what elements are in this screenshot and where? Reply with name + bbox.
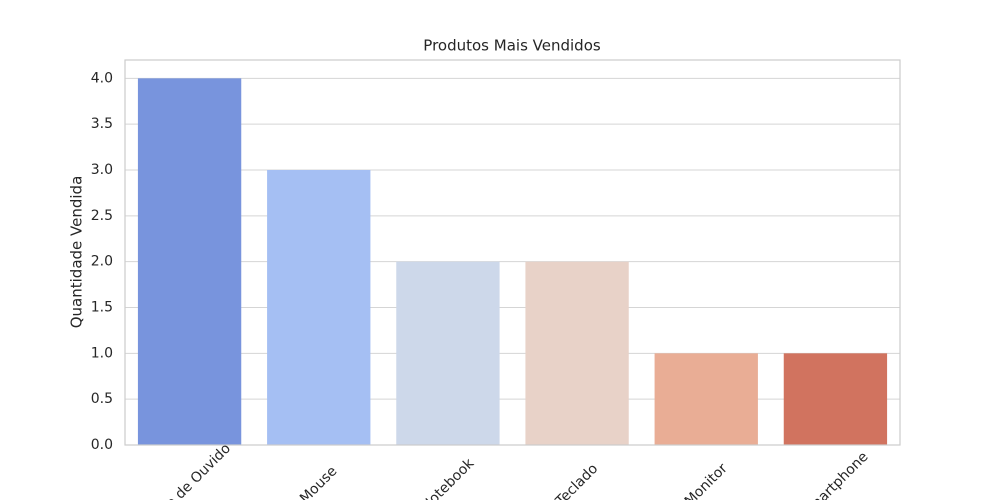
- bar: [396, 261, 500, 445]
- y-tick-label: 2.0: [91, 254, 113, 270]
- y-tick-label: 2.5: [91, 208, 113, 224]
- y-tick-label: 3.0: [91, 162, 113, 178]
- bar: [525, 261, 629, 445]
- bar: [783, 353, 888, 445]
- x-tick-label: Mouse: [297, 463, 340, 500]
- plot-frame: [124, 59, 901, 446]
- chart-title: Produtos Mais Vendidos: [423, 37, 601, 55]
- y-axis-label: Quantidade Vendida: [68, 176, 86, 329]
- y-tick-label: 0.0: [91, 437, 113, 453]
- bar: [137, 78, 242, 445]
- y-tick-label: 4.0: [91, 70, 113, 86]
- x-tick-label: Notebook: [418, 455, 478, 500]
- x-tick-label: Smartphone: [799, 449, 871, 500]
- bar: [267, 170, 371, 445]
- x-tick-label: Teclado: [552, 461, 601, 500]
- y-tick-label: 0.5: [91, 391, 113, 407]
- y-tick-label: 1.5: [91, 300, 113, 316]
- x-tick-label: Monitor: [682, 460, 731, 500]
- y-tick-label: 1.0: [91, 345, 113, 361]
- y-tick-label: 3.5: [91, 116, 113, 132]
- x-tick-label: Fone de Ouvido: [145, 441, 234, 500]
- bar: [654, 353, 758, 445]
